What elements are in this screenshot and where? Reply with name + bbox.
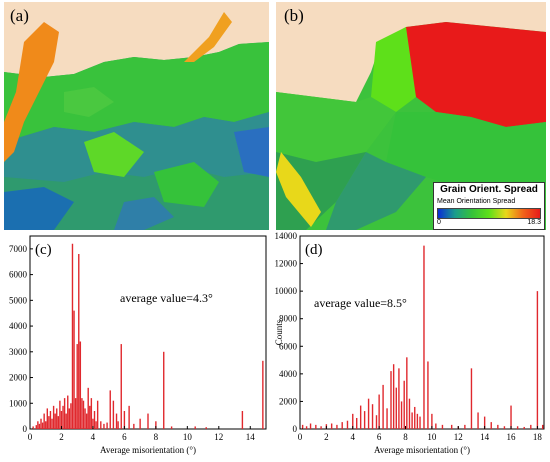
panel-label: (d)	[305, 242, 323, 258]
y-tick-label: 14000	[275, 232, 298, 241]
y-tick-label: 4000	[279, 369, 298, 379]
x-tick-label: 8	[154, 432, 159, 442]
x-tick-label: 2	[324, 432, 329, 442]
histogram-c: 0 2 4 6 8 10 12 14 0 1000 2000 3000 4000 5000 6000 7000…	[9, 235, 267, 455]
panel-label-b: (b)	[284, 6, 304, 25]
x-tick-label: 10	[427, 432, 437, 442]
legend-subtitle: Mean Orientation Spread	[437, 198, 516, 205]
legend-min: 0	[437, 219, 441, 226]
y-tick-label: 2000	[279, 396, 298, 406]
legend-color-bar	[437, 208, 541, 219]
y-tick-label: 3000	[9, 347, 28, 357]
x-tick-label: 0	[28, 432, 33, 442]
legend-title: Grain Orient. Spread	[440, 184, 538, 195]
panel-label-a: (a)	[10, 6, 29, 25]
y-tick-label: 6000	[279, 341, 298, 351]
x-tick-label: 14	[480, 432, 490, 442]
y-tick-label: 12000	[275, 259, 298, 269]
plot-frame	[29, 235, 267, 430]
plot-frame	[299, 235, 545, 430]
y-tick-label: 0	[293, 424, 298, 434]
y-tick-label: 4000	[9, 321, 28, 331]
histogram-d: 0 2 4 6 8 10 12 14 16 18 0 2000 4000 6000 8000 10000 120…	[274, 232, 545, 455]
y-tick-label: 10000	[275, 286, 298, 296]
x-tick-label: 4	[351, 432, 356, 442]
panel-label: (c)	[35, 242, 52, 258]
average-annotation: average value=4.3°	[120, 291, 213, 305]
y-tick-label: 5000	[9, 295, 28, 305]
y-tick-label: 8000	[279, 314, 298, 324]
y-tick-label: 7000	[9, 244, 28, 254]
map-panel-b: (b) Grain Orient. Spread Mean Orientatio…	[276, 2, 546, 230]
x-tick-label: 12	[454, 432, 463, 442]
x-tick-label: 6	[377, 432, 382, 442]
map-panel-a: (a)	[4, 2, 269, 230]
legend-max: 18.3	[527, 219, 541, 226]
y-tick-label: 2000	[9, 373, 28, 383]
x-tick-label: 16	[507, 432, 517, 442]
y-tick-label: 1000	[9, 398, 28, 408]
x-tick-label: 14	[246, 432, 256, 442]
y-axis-label: Counts	[274, 319, 284, 345]
orientation-map-a	[4, 2, 269, 230]
color-legend: Grain Orient. Spread Mean Orientation Sp…	[433, 182, 545, 230]
average-annotation: average value=8.5°	[314, 296, 407, 310]
x-tick-label: 12	[214, 432, 223, 442]
x-axis-label: Average misorientation (°)	[374, 445, 470, 455]
x-tick-label: 8	[403, 432, 408, 442]
x-tick-label: 10	[183, 432, 193, 442]
y-tick-label: 6000	[9, 270, 28, 280]
x-tick-label: 18	[533, 432, 543, 442]
x-tick-label: 6	[122, 432, 127, 442]
x-tick-label: 0	[298, 432, 303, 442]
y-tick-label: 0	[23, 424, 28, 434]
x-tick-label: 4	[91, 432, 96, 442]
x-tick-label: 2	[59, 432, 64, 442]
x-axis-label: Average misorientation (°)	[100, 445, 196, 455]
